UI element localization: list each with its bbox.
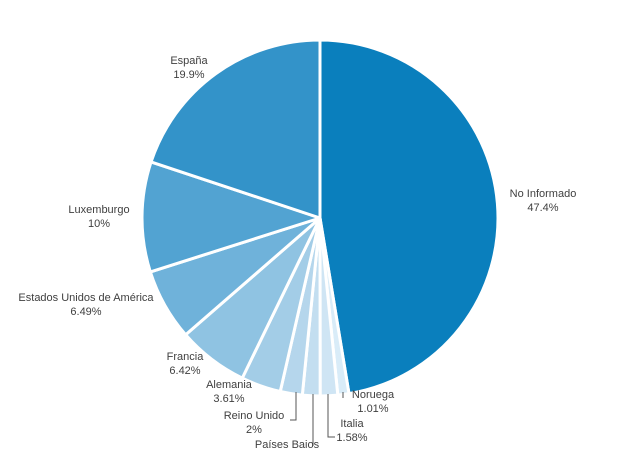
slice-value-estados-unidos-de-am-rica: 6.49%	[70, 306, 101, 318]
slice-label-luxemburgo: Luxemburgo	[68, 204, 129, 216]
slice-value-espa-a: 19.9%	[173, 69, 204, 81]
slice-label-pa-ses-baios: Países Baios	[255, 439, 320, 451]
slice-label-alemania: Alemania	[206, 379, 253, 391]
pie-slice-luxemburgo	[140, 160, 322, 274]
slice-label-noruega: Noruega	[352, 389, 395, 401]
slice-label-reino-unido: Reino Unido	[224, 410, 285, 422]
slice-value-no-informado: 47.4%	[527, 202, 558, 214]
slice-label-italia: Italia	[340, 418, 364, 430]
slice-value-reino-unido: 2%	[246, 424, 262, 436]
slice-value-noruega: 1.01%	[357, 403, 388, 415]
leader-line	[327, 394, 335, 438]
slice-label-no-informado: No Informado	[510, 188, 577, 200]
slice-label-francia: Francia	[167, 351, 205, 363]
slice-value-alemania: 3.61%	[213, 393, 244, 405]
slice-label-estados-unidos-de-am-rica: Estados Unidos de América	[18, 292, 154, 304]
pie-slice-no-informado	[318, 38, 500, 396]
slice-label-espa-a: España	[170, 55, 208, 67]
pie-slice-espa-a	[149, 38, 322, 220]
slice-value-luxemburgo: 10%	[88, 218, 110, 230]
slice-value-francia: 6.42%	[169, 365, 200, 377]
leader-line	[290, 392, 297, 421]
slice-value-italia: 1.58%	[336, 432, 367, 444]
